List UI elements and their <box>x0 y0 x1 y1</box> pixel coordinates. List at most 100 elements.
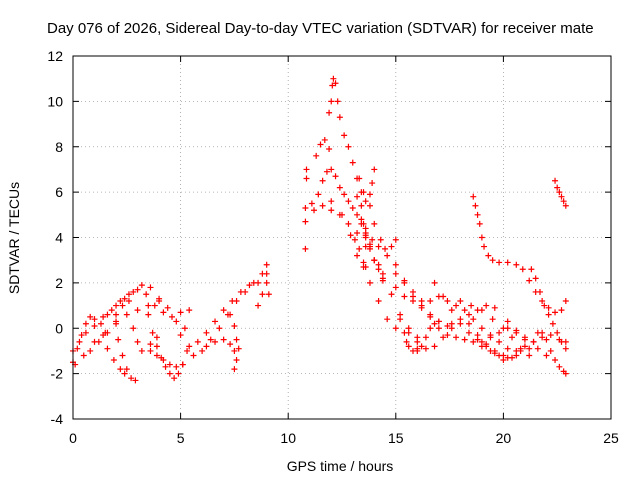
data-point <box>521 343 528 350</box>
data-point <box>358 202 365 209</box>
data-point <box>562 202 569 209</box>
data-point <box>308 200 315 207</box>
data-point <box>227 341 234 348</box>
data-point <box>472 202 479 209</box>
data-point <box>303 175 310 182</box>
data-point <box>554 329 561 336</box>
x-tick-label: 25 <box>603 430 619 446</box>
data-point <box>153 343 160 350</box>
data-point <box>194 338 201 345</box>
data-point <box>91 322 98 329</box>
data-point <box>431 320 438 327</box>
data-point <box>347 232 354 239</box>
y-tick-label: -4 <box>51 411 64 427</box>
data-point <box>358 216 365 223</box>
data-point <box>345 220 352 227</box>
data-point <box>113 320 120 327</box>
data-point <box>336 114 343 121</box>
data-point <box>117 366 124 373</box>
data-point <box>560 198 567 205</box>
data-point <box>397 316 404 323</box>
data-point <box>166 361 173 368</box>
data-point <box>328 198 335 205</box>
data-point <box>485 252 492 259</box>
data-point <box>354 211 361 218</box>
data-point <box>212 318 219 325</box>
data-point <box>392 261 399 268</box>
data-point <box>184 347 191 354</box>
chart-title: Day 076 of 2026, Sidereal Day-to-day VTE… <box>47 20 594 37</box>
data-point <box>468 302 475 309</box>
data-series <box>457 177 569 377</box>
data-point <box>465 311 472 318</box>
data-point <box>351 236 358 243</box>
data-point <box>388 243 395 250</box>
data-point <box>554 184 561 191</box>
data-point <box>115 336 122 343</box>
data-point <box>123 311 130 318</box>
data-point <box>153 352 160 359</box>
data-point <box>435 318 442 325</box>
data-point <box>457 298 464 305</box>
data-points <box>70 75 569 384</box>
data-point <box>132 377 139 384</box>
data-point <box>332 80 339 87</box>
data-point <box>382 245 389 252</box>
data-point <box>143 291 150 298</box>
data-point <box>319 177 326 184</box>
data-point <box>313 152 320 159</box>
data-point <box>500 325 507 332</box>
data-point <box>539 298 546 305</box>
data-point <box>329 82 336 89</box>
data-point <box>78 332 85 339</box>
data-point <box>177 332 184 339</box>
data-point <box>175 370 182 377</box>
data-point <box>418 304 425 311</box>
data-point <box>203 343 210 350</box>
data-point <box>476 220 483 227</box>
data-point <box>360 189 367 196</box>
data-point <box>410 298 417 305</box>
data-point <box>302 245 309 252</box>
data-point <box>388 291 395 298</box>
data-point <box>97 320 104 327</box>
data-point <box>504 259 511 266</box>
data-point <box>562 370 569 377</box>
data-point <box>504 318 511 325</box>
data-point <box>562 298 569 305</box>
data-point <box>427 325 434 332</box>
data-point <box>173 363 180 370</box>
data-point <box>489 316 496 323</box>
data-point <box>181 325 188 332</box>
x-tick-label: 10 <box>280 430 296 446</box>
data-point <box>255 302 262 309</box>
data-point <box>427 298 434 305</box>
data-point <box>113 311 120 318</box>
data-point <box>403 338 410 345</box>
data-point <box>422 345 429 352</box>
data-point <box>541 302 548 309</box>
data-point <box>302 218 309 225</box>
data-point <box>151 302 158 309</box>
data-point <box>532 275 539 282</box>
data-point <box>483 341 490 348</box>
data-point <box>500 357 507 364</box>
data-point <box>349 205 356 212</box>
data-point <box>134 307 141 314</box>
data-point <box>321 136 328 143</box>
data-point <box>328 166 335 173</box>
data-point <box>552 357 559 364</box>
data-point <box>377 236 384 243</box>
data-point <box>526 352 533 359</box>
data-point <box>427 313 434 320</box>
y-tick-label: 2 <box>55 275 63 291</box>
data-point <box>513 261 520 268</box>
data-point <box>405 329 412 336</box>
data-point <box>536 288 543 295</box>
data-point <box>371 257 378 264</box>
data-point <box>138 282 145 289</box>
data-series <box>70 261 272 384</box>
data-point <box>341 132 348 139</box>
data-point <box>354 252 361 259</box>
data-point <box>303 166 310 173</box>
